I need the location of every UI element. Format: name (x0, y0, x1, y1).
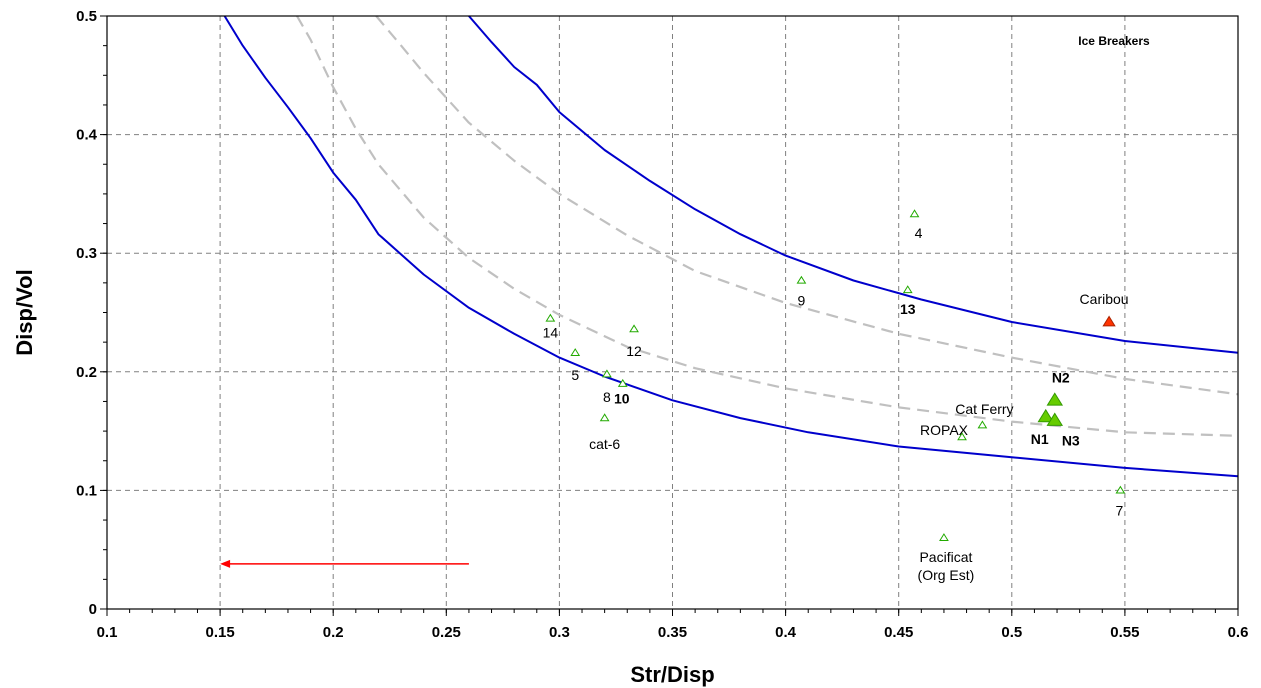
y-tick-label: 0.3 (76, 245, 97, 262)
y-axis-title: Disp/Vol (12, 269, 37, 355)
x-tick-label: 0.1 (97, 624, 118, 641)
point-12 (629, 324, 639, 333)
point-label-pacificat: Pacificat (919, 549, 972, 565)
point-label-12: 12 (626, 343, 642, 359)
y-tick-label: 0.2 (76, 364, 97, 381)
point-4 (909, 209, 920, 218)
point-label-ropax: ROPAX (920, 422, 969, 438)
point-label-9: 9 (798, 292, 806, 308)
point-label-n3: N3 (1062, 432, 1080, 448)
point-7 (1115, 485, 1126, 494)
point-10 (617, 378, 628, 387)
y-tick-label: 0 (89, 601, 97, 618)
point-14 (545, 313, 556, 322)
point-label-10: 10 (614, 391, 630, 407)
point-label-caribou: Caribou (1080, 291, 1129, 307)
point-ropax (957, 432, 967, 441)
x-tick-label: 0.45 (884, 624, 913, 641)
y-tick-label: 0.1 (76, 482, 97, 499)
curves (223, 15, 1239, 478)
x-tick-label: 0.5 (1001, 624, 1022, 641)
grid (107, 16, 1238, 609)
x-tick-label: 0.35 (658, 624, 687, 641)
x-axis-title: Str/Disp (630, 662, 714, 687)
ice-breakers-annotation: Ice Breakers (1078, 34, 1150, 48)
dashed-curve-3 (375, 15, 1239, 396)
point-n1 (1037, 408, 1054, 423)
arrow-head (220, 559, 231, 568)
point-pacificat (939, 533, 949, 541)
solid-curve-1 (468, 15, 1239, 354)
x-tick-label: 0.15 (205, 624, 234, 641)
data-points: 14 5 8 10 cat-6 12 9 4 13 ROPAX Cat Ferry N1 N2 N3 Car… (543, 209, 1129, 583)
point-label-13: 13 (900, 301, 916, 317)
point-label-cat-6: cat-6 (589, 436, 620, 452)
point-label-7: 7 (1115, 502, 1123, 518)
y-axis-ticks: 0 0.1 0.2 0.3 0.4 0.5 (76, 8, 107, 618)
point-label-n1: N1 (1031, 431, 1049, 447)
y-tick-label: 0.5 (76, 8, 97, 25)
x-tick-label: 0.4 (775, 624, 797, 641)
point-cat-6 (599, 413, 610, 422)
point-label-cat-ferry: Cat Ferry (955, 401, 1013, 417)
point-label-14: 14 (543, 324, 559, 340)
x-tick-label: 0.3 (549, 624, 570, 641)
point-n3 (1046, 412, 1064, 426)
x-tick-label: 0.55 (1110, 624, 1139, 641)
arrow-annotation (220, 559, 469, 568)
point-13 (902, 285, 913, 294)
solid-curve-0 (223, 15, 1239, 478)
point-label-8: 8 (603, 389, 611, 405)
point-cat-ferry (977, 420, 988, 429)
point-8 (602, 369, 612, 378)
point-label-n2: N2 (1052, 369, 1070, 385)
minor-ticks (103, 15, 1239, 613)
point-5 (570, 348, 581, 356)
point-label-pacificat-line2: (Org Est) (918, 567, 975, 583)
x-tick-label: 0.25 (432, 624, 461, 641)
point-label-5: 5 (571, 367, 579, 383)
x-axis-ticks: 0.1 0.15 0.2 0.25 0.3 0.35 0.4 0.45 0.5 0.55 0.6 (97, 609, 1249, 641)
point-label-4: 4 (915, 225, 923, 241)
y-tick-label: 0.4 (76, 127, 98, 144)
point-n2 (1046, 392, 1064, 406)
x-tick-label: 0.6 (1228, 624, 1249, 641)
x-tick-label: 0.2 (323, 624, 344, 641)
point-caribou (1102, 315, 1116, 327)
point-9 (796, 275, 807, 284)
dashed-curve-2 (296, 15, 1239, 437)
